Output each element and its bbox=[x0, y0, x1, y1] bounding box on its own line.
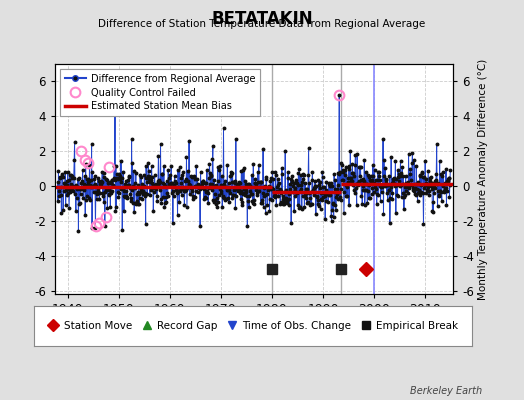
Text: Difference of Station Temperature Data from Regional Average: Difference of Station Temperature Data f… bbox=[99, 19, 425, 29]
Legend: Station Move, Record Gap, Time of Obs. Change, Empirical Break: Station Move, Record Gap, Time of Obs. C… bbox=[43, 317, 463, 335]
Y-axis label: Monthly Temperature Anomaly Difference (°C): Monthly Temperature Anomaly Difference (… bbox=[478, 58, 488, 300]
Text: BETATAKIN: BETATAKIN bbox=[211, 10, 313, 28]
Legend: Difference from Regional Average, Quality Control Failed, Estimated Station Mean: Difference from Regional Average, Qualit… bbox=[60, 69, 260, 116]
Text: Berkeley Earth: Berkeley Earth bbox=[410, 386, 482, 396]
